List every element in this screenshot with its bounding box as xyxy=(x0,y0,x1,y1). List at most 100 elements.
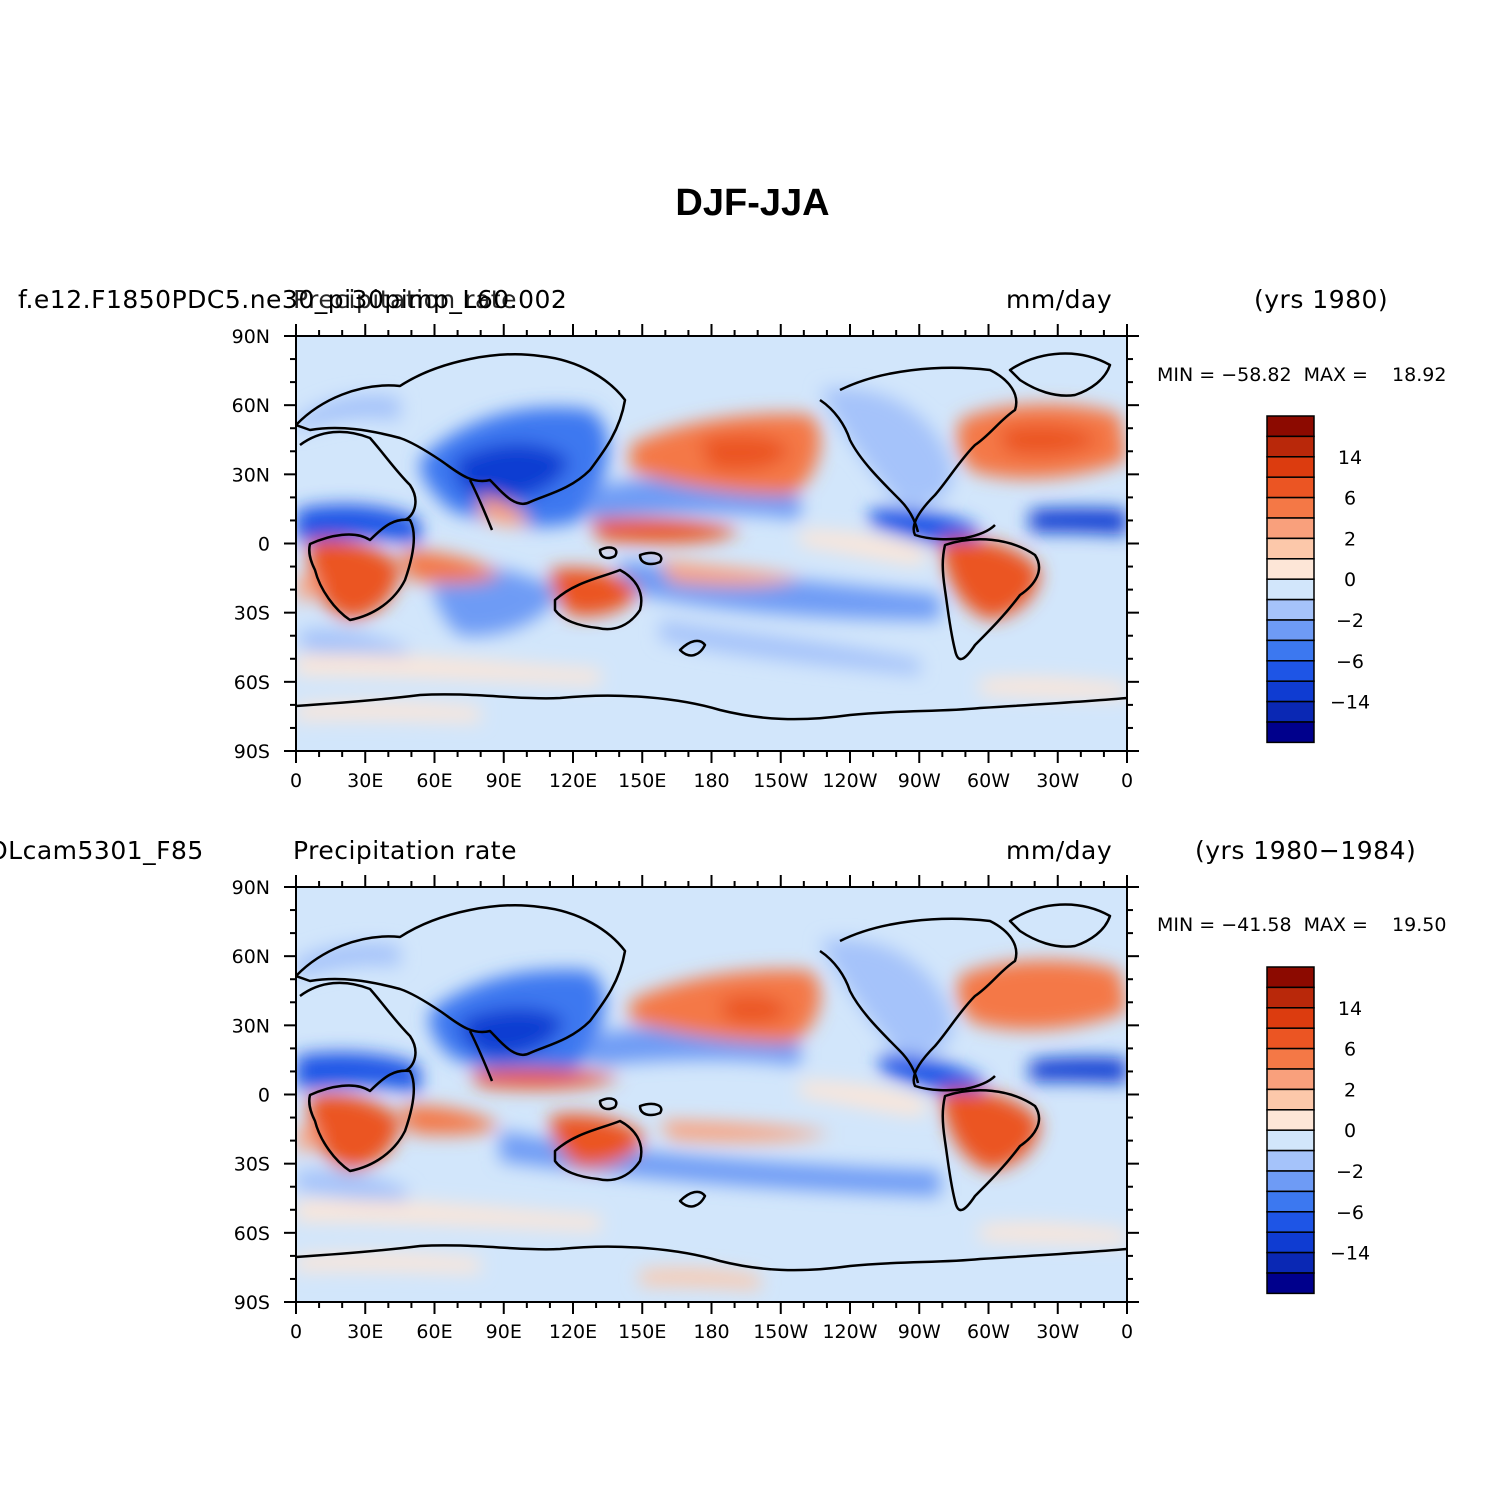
panel2-colorbar-label: −6 xyxy=(1336,1202,1364,1224)
panel2-y-ticks xyxy=(284,886,1139,1303)
figure-title: DJF-JJA xyxy=(675,182,830,224)
panel2-colorbar-label: 0 xyxy=(1344,1120,1356,1142)
panel1-colorbar-label: 6 xyxy=(1344,488,1356,510)
panel1-colorbar-box xyxy=(1266,721,1315,744)
panel1-colorbar-box xyxy=(1266,558,1315,580)
panel2-units-label: mm/day xyxy=(1006,836,1113,865)
panel1-colorbar-box xyxy=(1266,415,1315,438)
panel2-x-tick-label: 90W xyxy=(898,1321,941,1343)
panel1-colorbar-box xyxy=(1266,496,1315,519)
panel2-colorbar-box xyxy=(1266,966,1315,989)
panel1-coastlines xyxy=(296,352,1127,721)
panel1-colorbar: 14 6 2 0 −2 −6 −14 xyxy=(1266,415,1370,744)
panel1-x-tick-label: 120E xyxy=(549,770,597,792)
panel2-colorbar-label: −14 xyxy=(1330,1243,1370,1265)
panel2-colorbar-label: 14 xyxy=(1338,998,1362,1020)
panel2-y-tick-label: 30N xyxy=(232,1015,270,1037)
panel1-y-tick-label: 60N xyxy=(232,395,270,417)
panel1-colorbar-label: −6 xyxy=(1336,651,1364,673)
panel2-x-tick-label: 30W xyxy=(1036,1321,1079,1343)
panel1-x-tick-label: 150W xyxy=(753,770,808,792)
panel2-x-tick-label: 60W xyxy=(967,1321,1010,1343)
panel2-colorbar-box xyxy=(1266,1251,1315,1274)
panel1-x-tick-label: 180 xyxy=(693,770,729,792)
panel1-x-tick-label: 150E xyxy=(618,770,666,792)
panel1-minmax: MIN = −58.82 MAX = 18.92 xyxy=(1157,364,1446,386)
panel1-colorbar-box xyxy=(1266,660,1315,682)
panel2-colorbar-box xyxy=(1266,1027,1315,1050)
panel1-min-value: −58.82 xyxy=(1221,364,1292,386)
panel1-colorbar-box xyxy=(1266,537,1315,560)
panel2-colorbar-box xyxy=(1266,1007,1315,1029)
panel2-coastlines xyxy=(296,903,1127,1272)
panel1-years-label: (yrs 1980) xyxy=(1254,285,1389,314)
panel1-colorbar-label: −14 xyxy=(1330,692,1370,714)
panel2-variable-label: Precipitation rate xyxy=(293,836,517,865)
panel1-x-tick-label: 30E xyxy=(347,770,383,792)
panel2-case-label: OLcam5301_F85 xyxy=(0,836,204,865)
panel1-x-tick-label: 90E xyxy=(486,770,522,792)
panel2-max-value: 19.50 xyxy=(1392,914,1447,936)
panel2-x-tick-label: 90E xyxy=(486,1321,522,1343)
panel1-y-tick-label: 30N xyxy=(232,464,270,486)
panel2-minmax: MIN = −41.58 MAX = 19.50 xyxy=(1157,914,1446,936)
panel1-units-label: mm/day xyxy=(1006,285,1113,314)
panel2-colorbar-box xyxy=(1266,1109,1315,1131)
panel2-y-tick-label: 90N xyxy=(232,877,270,899)
panel2-min-value: −41.58 xyxy=(1221,914,1292,936)
panel1-colorbar-label: 0 xyxy=(1344,569,1356,591)
panel1-variable-label: Precipitation rate xyxy=(293,285,517,314)
panel1-x-tick-label: 60W xyxy=(967,770,1010,792)
panel1-colorbar-box xyxy=(1266,700,1315,723)
panel2-precip-field xyxy=(296,939,1127,1289)
panel1-x-tick-label: 0 xyxy=(1121,770,1133,792)
panel2-colorbar-box xyxy=(1266,986,1315,1009)
panel1-y-ticks xyxy=(284,335,1139,752)
panel2-map: 0 30E 60E 90E 120E 150E 180 150W 120W 90W 60W 30W 0 … xyxy=(232,875,1139,1343)
panel2-colorbar-box xyxy=(1266,1068,1315,1091)
panel1-x-tick-labels: 0 30E 60E 90E 120E 150E 180 150W 120W 90W 60W 30W 0 xyxy=(290,770,1133,792)
panel1-precip-field xyxy=(296,388,1127,722)
panel2-x-tick-label: 180 xyxy=(693,1321,729,1343)
panel2-x-tick-label: 0 xyxy=(290,1321,302,1343)
panel1-y-tick-label: 30S xyxy=(234,603,270,625)
panel2-max-label: MAX = xyxy=(1303,914,1368,936)
panel2-x-tick-label: 120W xyxy=(822,1321,877,1343)
panel1-max-value: 18.92 xyxy=(1392,364,1447,386)
panel2-x-tick-label: 30E xyxy=(347,1321,383,1343)
panel1-x-tick-label: 30W xyxy=(1036,770,1079,792)
panel2-colorbar-box xyxy=(1266,1231,1315,1254)
panel1-case-label: f.e12.F1850PDC5.ne30_pi30pimp_L60.002 xyxy=(18,285,568,314)
panel1-colorbar-box xyxy=(1266,598,1315,621)
panel1-x-tick-label: 90W xyxy=(898,770,941,792)
panel1-x-tick-label: 120W xyxy=(822,770,877,792)
panel2-y-tick-labels: 90N 60N 30N 0 30S 60S 90S xyxy=(232,877,270,1314)
panel2-y-tick-label: 0 xyxy=(258,1085,270,1107)
panel1-map: 0 30E 60E 90E 120E 150E 180 150W 120W 90W 60W 30W 0 … xyxy=(232,324,1139,792)
panel2-x-tick-label: 60E xyxy=(416,1321,452,1343)
panel2-colorbar-box xyxy=(1266,1272,1315,1295)
panel1-colorbar-box xyxy=(1266,619,1315,642)
panel2-colorbar-label: −2 xyxy=(1336,1161,1364,1183)
panel1-y-tick-label: 0 xyxy=(258,534,270,556)
panel2-x-ticks xyxy=(295,875,1128,1314)
panel1-min-label: MIN = xyxy=(1157,364,1216,386)
panel1-y-tick-label: 60S xyxy=(234,672,270,694)
panel2-colorbar-box xyxy=(1266,1047,1315,1070)
panel2-colorbar-box xyxy=(1266,1190,1315,1213)
panel2-min-label: MIN = xyxy=(1157,914,1216,936)
panel2-colorbar-box xyxy=(1266,1211,1315,1233)
panel1-max-label: MAX = xyxy=(1303,364,1368,386)
panel1-y-tick-label: 90N xyxy=(232,326,270,348)
panel1-colorbar-box xyxy=(1266,476,1315,499)
panel1-colorbar-box xyxy=(1266,578,1315,601)
panel1-colorbar-box xyxy=(1266,456,1315,478)
panel2-x-tick-labels: 0 30E 60E 90E 120E 150E 180 150W 120W 90W 60W 30W 0 xyxy=(290,1321,1133,1343)
panel2-years-label: (yrs 1980−1984) xyxy=(1195,836,1417,865)
panel1-colorbar-box xyxy=(1266,517,1315,540)
panel1-colorbar-box xyxy=(1266,639,1315,662)
panel1-colorbar-box xyxy=(1266,680,1315,703)
panel1-colorbar-label: 14 xyxy=(1338,447,1362,469)
panel2-colorbar-box xyxy=(1266,1170,1315,1193)
panel1-colorbar-label: −2 xyxy=(1336,610,1364,632)
